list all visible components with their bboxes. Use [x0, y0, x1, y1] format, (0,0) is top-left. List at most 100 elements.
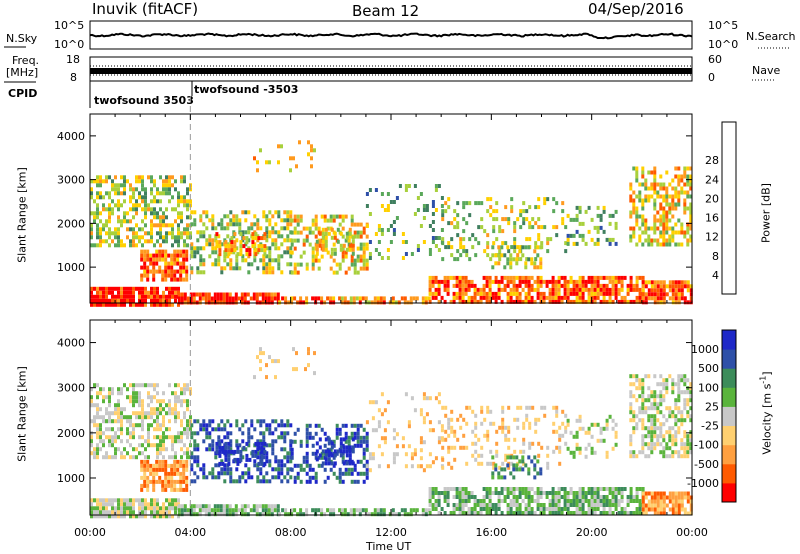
velocity-cell — [656, 406, 660, 411]
velocity-cell — [338, 479, 342, 484]
velocity-cell — [289, 459, 293, 464]
velocity-cell — [665, 454, 669, 459]
power-cell — [168, 191, 171, 196]
power-cell — [324, 247, 328, 252]
velocity-cell — [108, 411, 111, 416]
velocity-cell — [99, 415, 102, 420]
power-cell — [153, 243, 156, 248]
power-cell — [158, 253, 162, 258]
power-cell — [527, 279, 531, 284]
power-cell — [659, 214, 663, 219]
power-cell — [299, 218, 303, 223]
velocity-cell — [551, 499, 555, 503]
velocity-cell — [447, 417, 451, 422]
velocity-cell — [555, 429, 559, 434]
power-cell — [102, 290, 105, 295]
velocity-cell — [531, 441, 535, 446]
velocity-cell — [254, 453, 258, 458]
power-cell — [431, 212, 435, 216]
velocity-cell — [239, 457, 243, 462]
velocity-cell — [503, 467, 507, 472]
velocity-cell — [146, 483, 150, 488]
power-cell — [164, 277, 168, 282]
velocity-cell — [428, 464, 432, 469]
velocity-cell — [126, 395, 129, 400]
power-cell — [96, 175, 99, 180]
power-cell — [208, 218, 212, 223]
power-cell — [253, 214, 257, 219]
power-cell — [111, 290, 114, 295]
power-cell — [674, 206, 678, 211]
velocity-cell — [241, 471, 245, 476]
velocity-cell — [424, 508, 428, 513]
power-cell — [164, 261, 168, 266]
power-cell — [519, 245, 523, 250]
velocity-cell — [96, 403, 99, 408]
power-cell — [665, 186, 669, 191]
velocity-cell — [392, 452, 396, 457]
velocity-cell — [388, 512, 392, 517]
velocity-cell — [641, 394, 645, 399]
velocity-cell — [512, 503, 516, 507]
velocity-cell — [140, 483, 144, 488]
power-cell — [299, 230, 303, 235]
velocity-cell — [506, 455, 510, 460]
velocity-cell — [259, 467, 263, 472]
power-cell — [317, 258, 321, 263]
velocity-cell — [560, 487, 564, 491]
velocity-cell — [224, 453, 228, 458]
power-cell — [515, 295, 519, 300]
power-cell — [150, 227, 153, 232]
power-cell — [290, 230, 294, 235]
velocity-cell — [353, 463, 357, 468]
colorbar-segment — [722, 330, 736, 350]
power-cell — [578, 205, 582, 210]
velocity-cell — [635, 499, 639, 503]
power-cell — [249, 296, 253, 301]
power-cell — [443, 275, 447, 280]
power-cell — [533, 287, 537, 292]
velocity-cell — [677, 378, 681, 383]
velocity-cell — [362, 471, 366, 476]
power-cell — [441, 237, 445, 242]
velocity-cell — [489, 421, 493, 426]
velocity-cell — [689, 499, 693, 504]
power-cell — [186, 199, 189, 204]
velocity-cell — [223, 423, 227, 428]
power-cell — [671, 288, 675, 293]
velocity-cell — [150, 415, 153, 420]
power-cell — [668, 226, 672, 231]
power-cell — [174, 207, 177, 212]
power-cell — [265, 262, 269, 267]
power-cell — [140, 249, 144, 254]
velocity-cell — [314, 475, 318, 480]
power-cell — [161, 253, 165, 258]
velocity-cell — [480, 405, 484, 410]
velocity-cell — [683, 495, 687, 500]
velocity-cell — [283, 455, 287, 460]
power-cell — [587, 287, 591, 292]
velocity-cell — [164, 463, 168, 468]
velocity-cell — [171, 447, 174, 452]
power-cell — [261, 296, 265, 301]
power-cell — [590, 279, 594, 284]
velocity-cell — [174, 395, 177, 400]
velocity-cell — [156, 435, 159, 440]
power-cell — [668, 194, 672, 199]
velocity-cell — [554, 511, 558, 515]
power-cell — [462, 205, 466, 210]
velocity-cell — [253, 463, 257, 468]
power-cell — [352, 300, 356, 305]
velocity-cell — [332, 508, 336, 513]
power-cell — [277, 214, 281, 219]
velocity-cell — [177, 435, 180, 440]
velocity-cell — [452, 507, 456, 511]
velocity-cell — [524, 495, 528, 499]
velocity-cell — [528, 445, 532, 450]
power-cell — [90, 191, 93, 196]
power-cell — [311, 246, 315, 251]
power-cell — [289, 262, 293, 267]
power-cell — [653, 238, 657, 243]
power-cell — [264, 296, 268, 301]
power-cell — [255, 292, 259, 297]
